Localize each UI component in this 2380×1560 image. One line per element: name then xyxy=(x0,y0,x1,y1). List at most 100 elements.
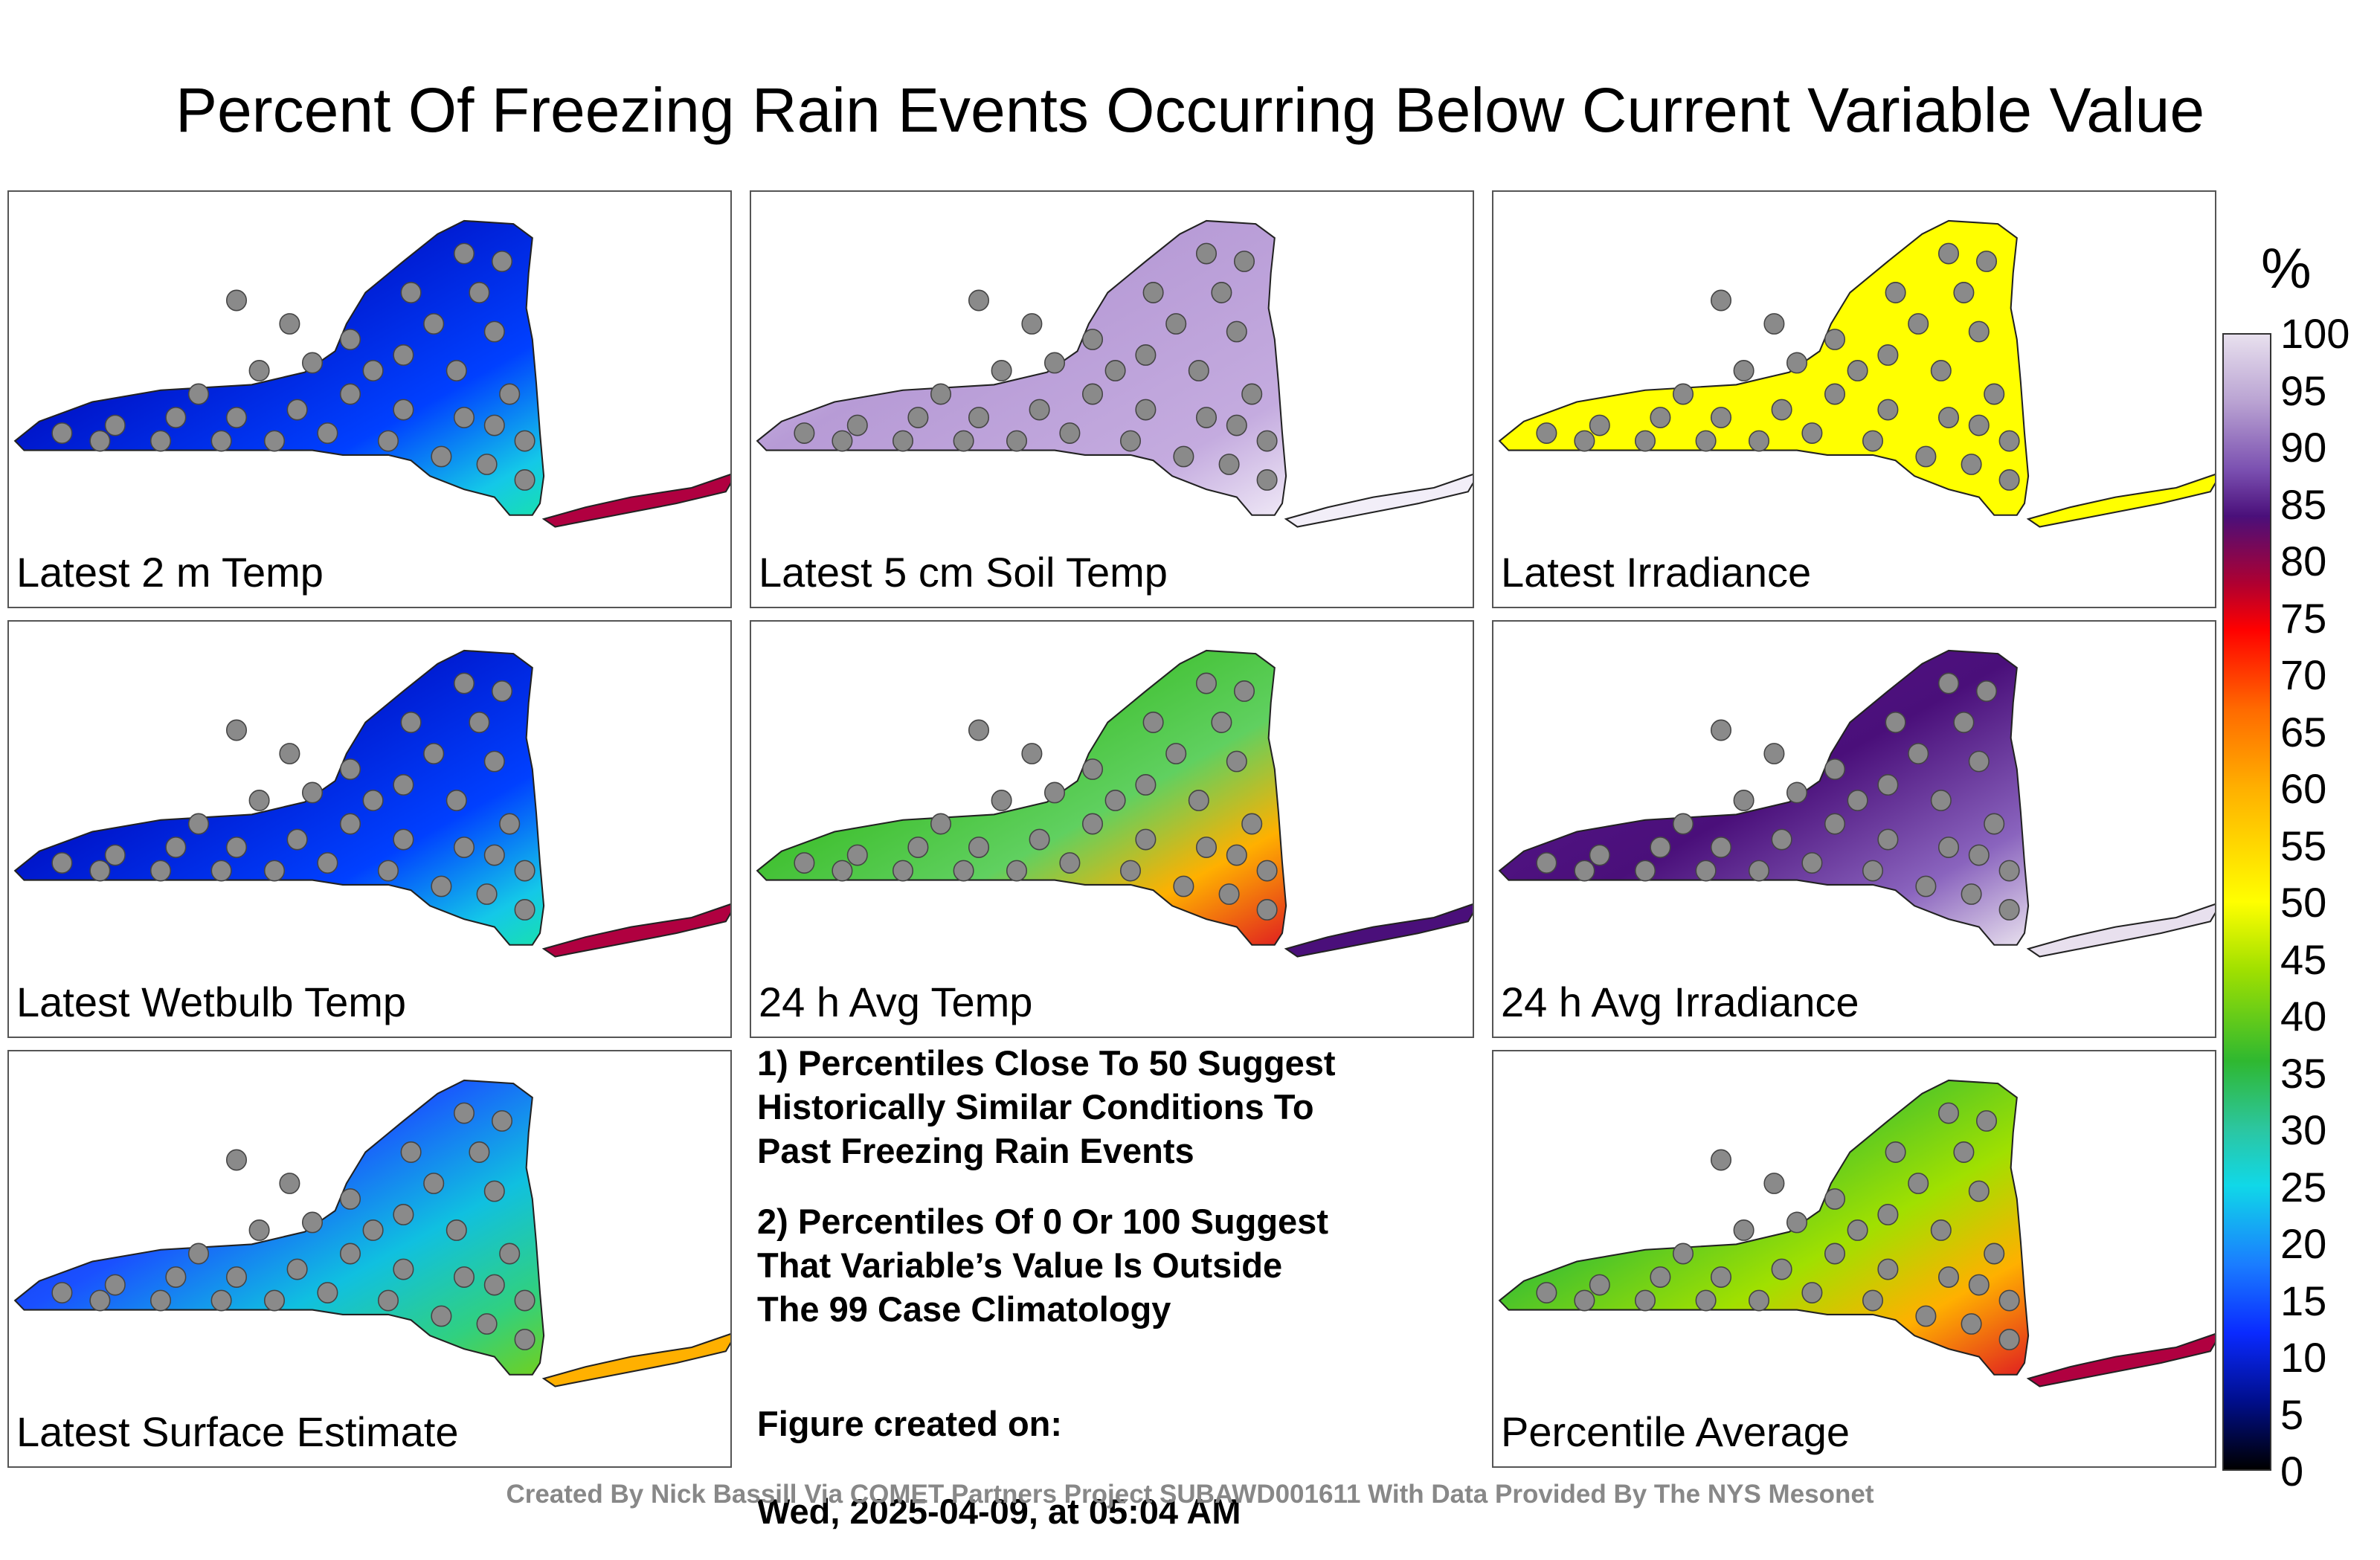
colorbar-tick: 0 xyxy=(2280,1448,2304,1495)
station-marker xyxy=(165,407,187,428)
station-marker xyxy=(1589,414,1610,436)
station-marker xyxy=(1029,399,1050,421)
panel-label: Latest Surface Estimate xyxy=(16,1408,459,1455)
station-marker xyxy=(362,360,384,381)
station-marker xyxy=(1043,352,1066,374)
station-marker xyxy=(1211,282,1232,303)
station-marker xyxy=(476,1313,498,1335)
station-marker xyxy=(1984,1242,2005,1265)
station-marker xyxy=(1937,1266,1960,1288)
long-island xyxy=(2026,1333,2215,1387)
station-marker xyxy=(1968,1180,1990,1202)
station-marker xyxy=(794,422,815,444)
panel-label: Latest 5 cm Soil Temp xyxy=(759,549,1168,596)
map-surface-estimate xyxy=(13,1079,730,1387)
station-marker xyxy=(1885,282,1906,303)
station-marker xyxy=(149,1289,172,1312)
station-marker xyxy=(514,860,536,882)
map-percentile-average xyxy=(1498,1079,2215,1387)
station-marker xyxy=(1006,430,1028,452)
station-marker xyxy=(1081,758,1104,780)
station-marker xyxy=(476,454,498,475)
station-marker xyxy=(1256,469,1278,491)
station-marker xyxy=(1081,813,1104,835)
station-marker xyxy=(1915,875,1937,897)
long-island xyxy=(541,474,730,528)
station-marker xyxy=(1998,430,2020,452)
station-marker xyxy=(1862,860,1884,882)
colorbar-tick: 20 xyxy=(2280,1220,2327,1267)
station-marker xyxy=(1937,1102,1960,1124)
station-marker xyxy=(1847,790,1868,811)
map-wetbulb-temp xyxy=(13,649,730,958)
station-marker xyxy=(446,1219,467,1241)
station-marker xyxy=(187,383,210,405)
station-marker xyxy=(187,813,210,835)
station-marker xyxy=(1763,1173,1785,1194)
station-marker xyxy=(225,1266,248,1288)
panel-percentile-average: Percentile Average xyxy=(1492,1050,2216,1468)
long-island xyxy=(2026,474,2215,528)
colorbar-tick: 35 xyxy=(2280,1049,2327,1097)
station-marker xyxy=(453,1102,475,1124)
station-marker xyxy=(187,1242,210,1265)
station-marker xyxy=(1043,781,1066,804)
map-irradiance xyxy=(1498,219,2215,528)
station-marker xyxy=(892,860,914,882)
panel-2m-temp: Latest 2 m Temp xyxy=(7,190,732,608)
station-marker xyxy=(968,719,990,741)
station-marker xyxy=(225,289,248,312)
station-marker xyxy=(1975,251,1998,272)
station-marker xyxy=(89,430,111,452)
station-marker xyxy=(469,712,490,733)
station-marker xyxy=(1672,1242,1694,1265)
station-marker xyxy=(1961,883,1982,905)
panel-24h-avg-irradiance: 24 h Avg Irradiance xyxy=(1492,620,2216,1038)
station-marker xyxy=(1650,837,1671,858)
station-marker xyxy=(286,399,308,421)
station-marker xyxy=(339,758,361,780)
station-marker xyxy=(1135,828,1157,851)
station-marker xyxy=(1119,430,1142,452)
station-marker xyxy=(483,414,505,436)
station-marker xyxy=(1885,712,1906,733)
station-marker xyxy=(1226,414,1247,436)
station-marker xyxy=(1733,360,1755,381)
station-marker xyxy=(1226,320,1247,343)
station-marker xyxy=(1188,360,1209,381)
panel-label: Latest Irradiance xyxy=(1501,549,1812,596)
station-marker xyxy=(476,883,498,905)
station-marker xyxy=(1241,813,1263,835)
station-marker xyxy=(1211,712,1232,733)
colorbar-tick: 45 xyxy=(2280,935,2327,983)
station-marker xyxy=(1824,758,1846,780)
station-marker xyxy=(104,414,126,436)
panel-label: 24 h Avg Irradiance xyxy=(1501,979,1859,1025)
colorbar-tick: 25 xyxy=(2280,1163,2327,1211)
colorbar-tick: 75 xyxy=(2280,594,2327,642)
colorbar-unit: % xyxy=(2261,237,2312,300)
station-marker xyxy=(1142,282,1164,303)
station-marker xyxy=(1733,790,1755,811)
station-marker xyxy=(248,1219,270,1241)
station-marker xyxy=(89,860,111,882)
station-marker xyxy=(1173,445,1194,468)
station-marker xyxy=(514,469,536,491)
panel-label: Latest 2 m Temp xyxy=(16,549,324,596)
station-marker xyxy=(1998,899,2020,921)
station-marker xyxy=(1877,828,1899,851)
station-marker xyxy=(1104,790,1126,811)
station-marker xyxy=(1634,430,1656,452)
station-marker xyxy=(423,1173,445,1194)
station-marker xyxy=(1081,383,1104,405)
station-marker xyxy=(1574,1289,1595,1312)
station-marker xyxy=(1748,860,1770,882)
station-marker xyxy=(1135,774,1157,796)
station-marker xyxy=(1233,680,1255,702)
station-marker xyxy=(51,852,73,874)
map-2m-temp xyxy=(13,219,730,528)
station-marker xyxy=(469,1141,490,1163)
station-marker xyxy=(491,251,513,272)
station-marker xyxy=(279,743,300,764)
station-marker xyxy=(393,1258,414,1280)
